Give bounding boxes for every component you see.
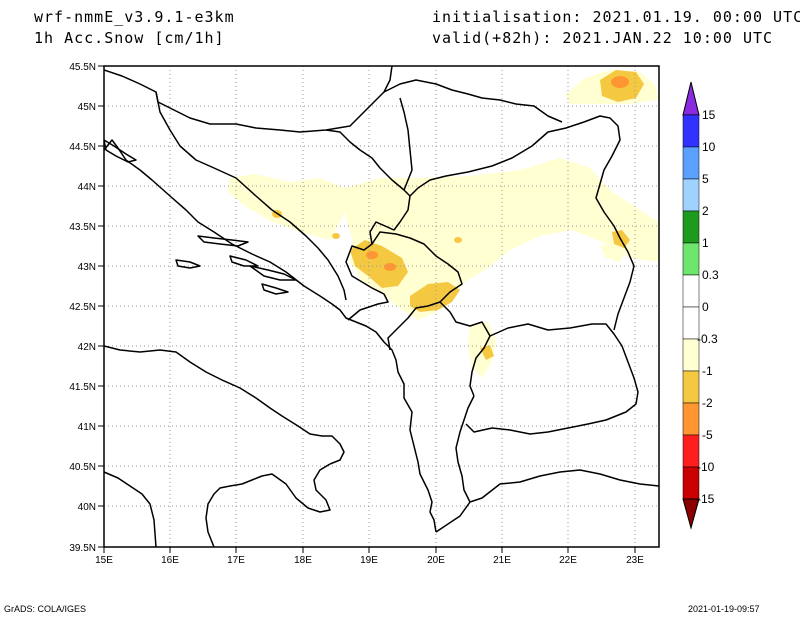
- grads-credit: GrADS: COLA/IGES: [4, 604, 87, 614]
- colorbar-label: 0: [702, 300, 709, 314]
- snow-max-2: [384, 263, 396, 271]
- generated-timestamp: 2021-01-19-09:57: [688, 604, 760, 614]
- kosovo-border: [439, 301, 491, 397]
- colorbar-label: -0.3: [697, 332, 718, 346]
- snow-area-core-1: [350, 240, 408, 288]
- lat-label: 43N: [78, 262, 96, 273]
- italy-gulf: [104, 471, 157, 547]
- bosnia-east-border: [345, 195, 411, 283]
- lat-label: 45N: [78, 102, 96, 113]
- lat-labels: 45.5N 45N 44.5N 44N 43.5N 43N 42.5N 42N …: [69, 62, 96, 554]
- lat-label: 45.5N: [69, 62, 96, 73]
- colorbar-label: 5: [702, 172, 709, 186]
- init-time: initialisation: 2021.01.19. 00:00 UTC: [432, 8, 800, 26]
- colorbar-swatch: [682, 370, 700, 404]
- colorbar-label: 15: [702, 108, 716, 122]
- colorbar-swatch: [682, 178, 700, 212]
- lat-label: 40N: [78, 502, 96, 513]
- colorbar-swatch: [682, 274, 700, 308]
- colorbar-bottom-arrow: [682, 498, 700, 530]
- island-2: [197, 235, 249, 247]
- serbia-montenegro-border: [371, 231, 463, 351]
- lat-label: 41.5N: [69, 382, 96, 393]
- lon-labels: 15E 16E 17E 18E 19E 20E 21E 22E 23E: [95, 555, 644, 566]
- lat-label: 41N: [78, 422, 96, 433]
- island-5: [261, 283, 289, 295]
- lat-label: 44N: [78, 182, 96, 193]
- colorbar: 15 10 5 2 1 0.3 0 -0.3 -1 -2 -5 -10 -15: [682, 81, 719, 530]
- island-6: [229, 255, 259, 267]
- lon-label: 22E: [559, 555, 577, 566]
- lon-label: 21E: [493, 555, 511, 566]
- colorbar-swatch: [682, 146, 700, 180]
- croatia-border-north: [104, 66, 393, 133]
- macedonia-border: [465, 323, 639, 435]
- lat-label: 42N: [78, 342, 96, 353]
- colorbar-label: -10: [697, 460, 715, 474]
- tick-marks: [98, 65, 636, 553]
- albania-macedonia-border: [455, 395, 475, 503]
- island-3: [175, 259, 201, 269]
- colorbar-swatch: [682, 210, 700, 244]
- lat-label: 42.5N: [69, 302, 96, 313]
- snow-spot-3: [454, 237, 462, 243]
- colorbar-label: 2: [702, 204, 709, 218]
- lat-label: 40.5N: [69, 462, 96, 473]
- italy-heel: [205, 463, 331, 547]
- greece-border: [435, 469, 659, 533]
- lat-label: 44.5N: [69, 142, 96, 153]
- snow-area-core-2: [410, 282, 460, 312]
- snow-max-3: [611, 76, 629, 88]
- italy-coast: [104, 345, 345, 465]
- snow-max-1: [366, 251, 378, 259]
- lon-label: 16E: [161, 555, 179, 566]
- island-1: [104, 139, 137, 163]
- colorbar-top-arrow: [682, 81, 700, 116]
- colorbar-label: 0.3: [702, 268, 719, 282]
- serbia-bulgaria-border: [409, 115, 635, 331]
- island-4: [249, 265, 297, 281]
- colorbar-label: -1: [702, 364, 713, 378]
- colorbar-label: 1: [702, 236, 709, 250]
- colorbar-label: -15: [697, 492, 715, 506]
- coast-montenegro-albania: [355, 321, 437, 533]
- model-title: wrf-nmmE_v3.9.1-e3km: [34, 8, 235, 26]
- serbia-inner-border: [399, 97, 413, 191]
- colorbar-label: -5: [702, 428, 713, 442]
- lat-label: 43.5N: [69, 222, 96, 233]
- plot-frame: [103, 65, 660, 548]
- field-title: 1h Acc.Snow [cm/1h]: [34, 29, 225, 47]
- colorbar-swatch: [682, 114, 700, 148]
- lat-label: 39.5N: [69, 543, 96, 554]
- colorbar-swatch: [682, 242, 700, 276]
- colorbar-label: 10: [702, 140, 716, 154]
- colorbar-swatch: [682, 402, 700, 436]
- lon-label: 20E: [427, 555, 445, 566]
- colorbar-label: -2: [702, 396, 713, 410]
- coastlines-borders: [104, 66, 659, 547]
- snow-area-west: [228, 174, 352, 240]
- grid-lines: [104, 66, 659, 547]
- lon-label: 23E: [626, 555, 644, 566]
- snow-area-east: [600, 242, 626, 262]
- croatia-inner-border: [155, 91, 347, 301]
- lon-label: 17E: [227, 555, 245, 566]
- valid-time: valid(+82h): 2021.JAN.22 10:00 UTC: [432, 29, 774, 47]
- lon-label: 19E: [360, 555, 378, 566]
- bosnia-north-border: [325, 129, 411, 197]
- lon-label: 15E: [95, 555, 113, 566]
- snow-spot-2: [332, 233, 340, 239]
- lon-label: 18E: [294, 555, 312, 566]
- romania-border: [383, 79, 563, 123]
- colorbar-labels: 15 10 5 2 1 0.3 0 -0.3 -1 -2 -5 -10 -15: [697, 108, 719, 506]
- bosnia-south-border: [347, 281, 389, 321]
